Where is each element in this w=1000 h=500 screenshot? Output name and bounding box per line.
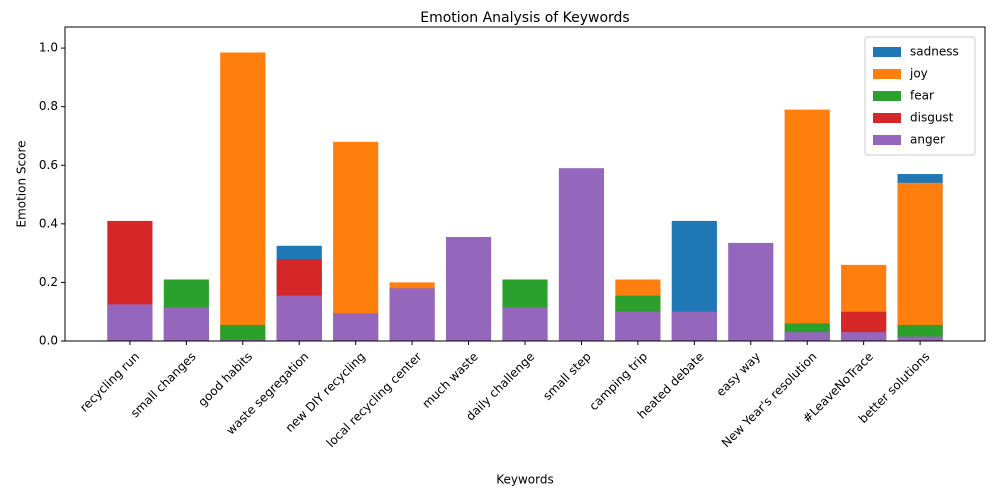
y-tick-label: 0.2: [39, 275, 58, 289]
x-tick-label: easy way: [713, 349, 763, 399]
bar: [107, 304, 153, 341]
y-tick-label: 0.0: [39, 334, 58, 348]
bar: [220, 52, 266, 341]
bar: [897, 182, 943, 341]
legend-label: anger: [910, 133, 945, 147]
x-tick-label: local recycling center: [324, 349, 425, 450]
x-tick-label: camping trip: [586, 349, 650, 413]
legend-swatch: [873, 69, 901, 79]
y-tick-label: 0.8: [39, 99, 58, 113]
bar: [784, 332, 830, 341]
bar: [445, 237, 492, 341]
legend-swatch: [873, 113, 901, 123]
bar: [502, 307, 548, 341]
legend-label: disgust: [910, 111, 954, 125]
y-axis-label: Emotion Score: [15, 140, 29, 227]
bar: [671, 311, 717, 341]
bar: [897, 336, 943, 341]
legend-swatch: [873, 47, 901, 57]
bar: [276, 295, 322, 341]
x-tick-label: small step: [540, 349, 594, 403]
bar: [389, 288, 435, 341]
x-axis-label: Keywords: [496, 473, 554, 487]
bar: [220, 339, 266, 341]
bar: [163, 307, 209, 341]
y-tick-label: 0.4: [39, 216, 58, 230]
legend-label: fear: [910, 89, 934, 103]
bar: [220, 324, 266, 341]
bar: [558, 168, 605, 341]
legend-label: joy: [909, 67, 928, 81]
bar: [841, 332, 887, 341]
y-tick-label: 1.0: [39, 41, 58, 55]
x-tick-label: much waste: [420, 349, 481, 410]
bar: [333, 141, 379, 341]
x-tick-label: good habits: [195, 349, 255, 409]
legend-swatch: [873, 135, 901, 145]
y-tick-label: 0.6: [39, 158, 58, 172]
legend-swatch: [873, 91, 901, 101]
bar: [615, 311, 661, 341]
bar: [784, 109, 830, 342]
legend-label: sadness: [910, 45, 959, 59]
x-tick-label: New Year's resolution: [719, 349, 820, 450]
bar: [333, 313, 379, 341]
bar: [728, 242, 774, 341]
chart-title: Emotion Analysis of Keywords: [420, 10, 629, 26]
legend-box: [864, 36, 976, 156]
